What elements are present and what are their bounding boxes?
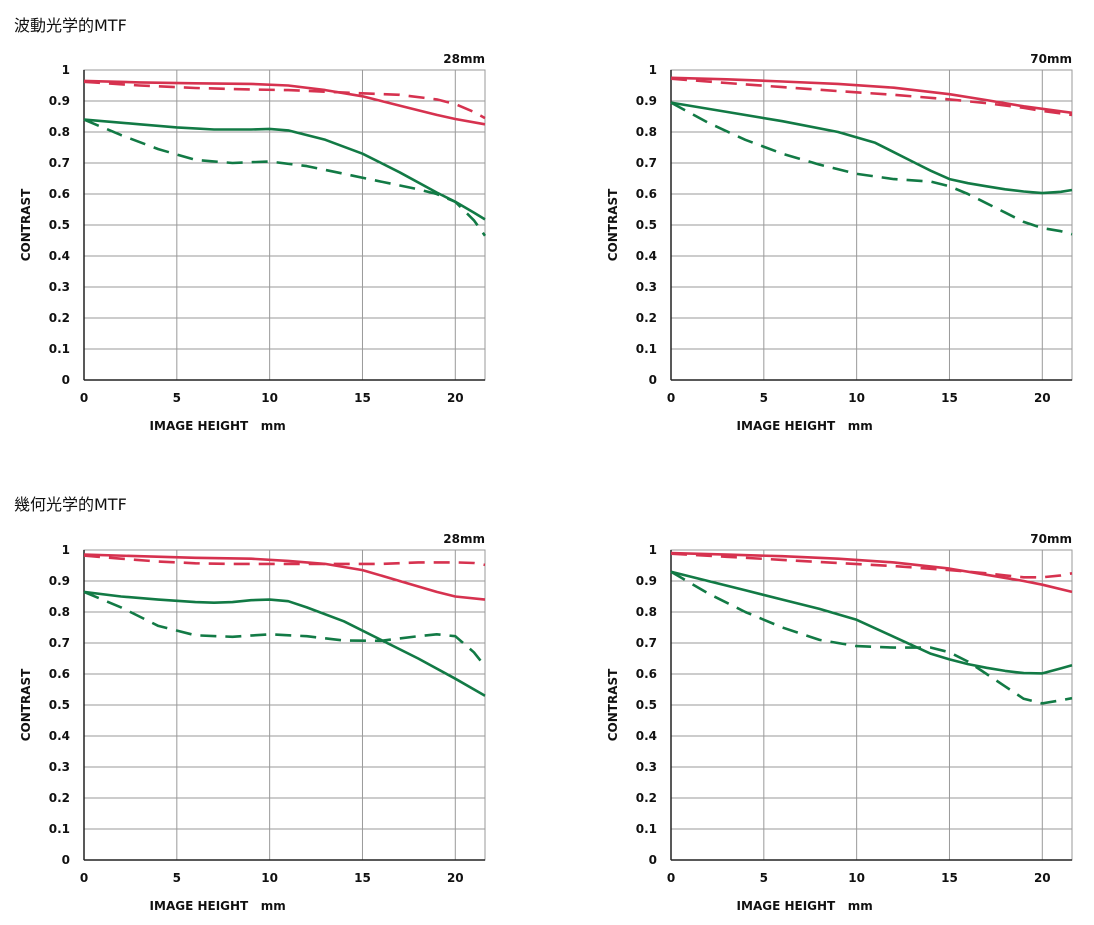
- x-tick-label: 0: [667, 391, 675, 405]
- x-tick-label: 20: [447, 871, 464, 885]
- y-tick-label: 0.8: [636, 605, 657, 619]
- x-tick-label: 0: [667, 871, 675, 885]
- x-tick-label: 5: [173, 391, 181, 405]
- y-tick-label: 0.2: [49, 311, 70, 325]
- y-tick-label: 1: [649, 63, 657, 77]
- series-green-solid: [670, 101, 1073, 195]
- y-tick-label: 0.1: [636, 342, 657, 356]
- y-tick-label: 1: [62, 543, 70, 557]
- y-tick-label: 0.4: [49, 249, 70, 263]
- x-tick-label: 20: [447, 391, 464, 405]
- y-tick-label: 0.2: [49, 791, 70, 805]
- y-tick-label: 0.6: [49, 187, 70, 201]
- x-tick-label: 10: [261, 871, 278, 885]
- mtf-chart-geometric-70mm: 00.10.20.30.40.50.60.70.80.910 5 10 15 20IMA…: [606, 532, 1073, 913]
- section-title-wave-optics: 波動光学的MTF: [14, 16, 127, 35]
- y-tick-label: 0.6: [49, 667, 70, 681]
- y-tick-label: 0.8: [49, 125, 70, 139]
- y-axis-title: CONTRAST: [606, 188, 620, 261]
- y-axis-title: CONTRAST: [19, 668, 33, 741]
- x-tick-label: 5: [760, 871, 768, 885]
- x-tick-label: 15: [941, 871, 958, 885]
- y-tick-label: 0: [62, 853, 70, 867]
- y-tick-label: 0.9: [636, 94, 657, 108]
- y-tick-label: 0.5: [636, 698, 657, 712]
- y-tick-label: 0.7: [636, 636, 657, 650]
- series-green-dashed: [83, 590, 487, 668]
- y-tick-label: 0.7: [636, 156, 657, 170]
- series-green-dashed: [83, 118, 487, 237]
- chart-focal-length: 70mm: [1030, 52, 1072, 66]
- x-axis-title: IMAGE HEIGHT mm: [737, 899, 873, 913]
- y-tick-label: 0.5: [49, 218, 70, 232]
- x-axis-title: IMAGE HEIGHT mm: [150, 899, 286, 913]
- y-axis-title: CONTRAST: [19, 188, 33, 261]
- mtf-chart-wave-28mm: 00.10.20.30.40.50.60.70.80.910 5 10 15 20IMA…: [19, 52, 487, 433]
- y-tick-label: 0.6: [636, 667, 657, 681]
- x-tick-label: 20: [1034, 871, 1051, 885]
- y-tick-label: 0.8: [49, 605, 70, 619]
- y-tick-label: 0.3: [49, 280, 70, 294]
- y-tick-label: 0.1: [636, 822, 657, 836]
- series-red-dashed: [83, 80, 486, 120]
- x-tick-label: 10: [261, 391, 278, 405]
- x-axis-title: IMAGE HEIGHT mm: [150, 419, 286, 433]
- y-tick-label: 0.2: [636, 791, 657, 805]
- series-green-solid: [670, 570, 1073, 675]
- x-tick-label: 5: [173, 871, 181, 885]
- x-tick-label: 0: [80, 391, 88, 405]
- y-tick-label: 0.4: [636, 249, 657, 263]
- x-tick-label: 0: [80, 871, 88, 885]
- y-tick-label: 0.5: [49, 698, 70, 712]
- series-red-solid: [83, 553, 486, 601]
- chart-focal-length: 70mm: [1030, 532, 1072, 546]
- y-tick-label: 0.9: [49, 94, 70, 108]
- y-tick-label: 0.1: [49, 822, 70, 836]
- y-tick-label: 0.3: [636, 760, 657, 774]
- x-axis-title: IMAGE HEIGHT mm: [737, 419, 873, 433]
- series-red-dashed: [670, 552, 1073, 579]
- mtf-chart-geometric-28mm: 00.10.20.30.40.50.60.70.80.910 5 10 15 20IMA…: [19, 532, 487, 913]
- x-tick-label: 5: [760, 391, 768, 405]
- y-tick-label: 0.4: [49, 729, 70, 743]
- series-green-dashed: [670, 570, 1073, 705]
- series-red-dashed: [670, 77, 1073, 117]
- y-tick-label: 0.6: [636, 187, 657, 201]
- y-tick-label: 0: [649, 853, 657, 867]
- y-tick-label: 0.9: [636, 574, 657, 588]
- y-tick-label: 1: [62, 63, 70, 77]
- x-tick-label: 10: [848, 871, 865, 885]
- y-tick-label: 0.2: [636, 311, 657, 325]
- x-tick-label: 15: [354, 391, 371, 405]
- chart-focal-length: 28mm: [443, 532, 485, 546]
- y-tick-label: 0.5: [636, 218, 657, 232]
- mtf-chart-wave-70mm: 00.10.20.30.40.50.60.70.80.910 5 10 15 20IMA…: [606, 52, 1073, 433]
- x-tick-label: 15: [354, 871, 371, 885]
- series-red-solid: [670, 76, 1073, 115]
- y-tick-label: 0.3: [49, 760, 70, 774]
- y-tick-label: 0.8: [636, 125, 657, 139]
- y-axis-title: CONTRAST: [606, 668, 620, 741]
- y-tick-label: 1: [649, 543, 657, 557]
- y-tick-label: 0.9: [49, 574, 70, 588]
- y-tick-label: 0.7: [49, 636, 70, 650]
- y-tick-label: 0.4: [636, 729, 657, 743]
- y-tick-label: 0.7: [49, 156, 70, 170]
- y-tick-label: 0.3: [636, 280, 657, 294]
- x-tick-label: 15: [941, 391, 958, 405]
- x-tick-label: 20: [1034, 391, 1051, 405]
- chart-focal-length: 28mm: [443, 52, 485, 66]
- series-green-solid: [83, 590, 486, 697]
- series-red-solid: [83, 79, 486, 126]
- y-tick-label: 0: [649, 373, 657, 387]
- series-red-solid: [670, 551, 1073, 594]
- x-tick-label: 10: [848, 391, 865, 405]
- series-green-solid: [83, 118, 486, 221]
- series-green-dashed: [670, 101, 1073, 236]
- section-title-geometric-optics: 幾何光学的MTF: [14, 495, 127, 514]
- y-tick-label: 0.1: [49, 342, 70, 356]
- y-tick-label: 0: [62, 373, 70, 387]
